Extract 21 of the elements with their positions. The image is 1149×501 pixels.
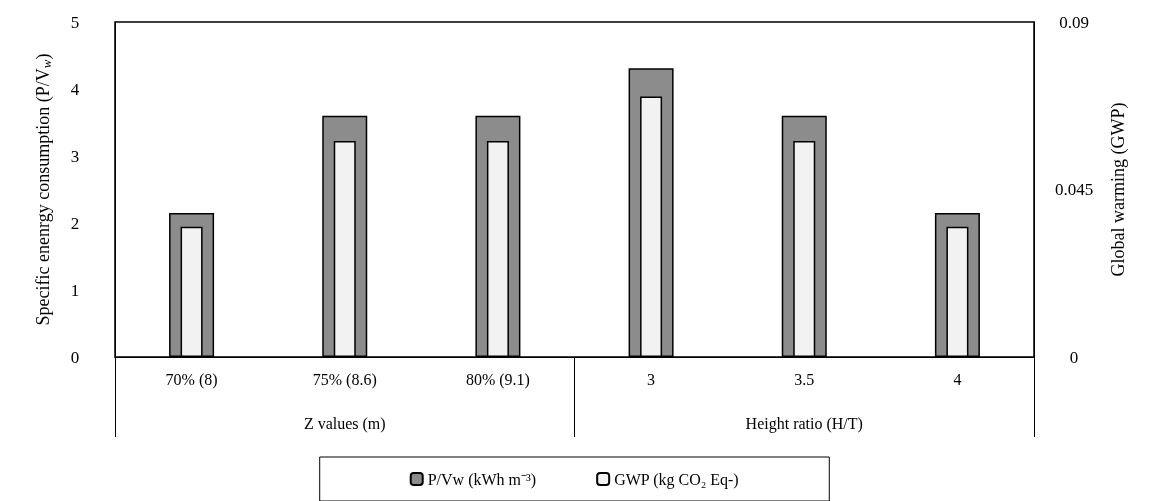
y2-axis-title: Global warming (GWP) [1108,102,1129,277]
legend-label: P/Vw (kWh m⁻³) [427,470,537,489]
y-axis-title: Specific enenrgy consumption (P/Vw) [32,53,54,326]
x-tick-label: 70% (8) [165,370,218,389]
y-tick-label: 2 [70,213,80,233]
x-tick-label: 75% (8.6) [312,370,377,389]
x-tick-label: 80% (9.1) [465,370,530,389]
y2-tick-label: 0.09 [1059,12,1089,32]
y-tick-label: 5 [70,12,80,32]
y2-tick-label: 0.045 [1054,180,1094,199]
y-tick-label: 4 [70,79,80,99]
y-tick-label: 3 [70,146,80,166]
text: Z values (m) [303,414,386,433]
y-tick-label: 1 [70,280,80,300]
text: Height ratio (H/T) [745,414,863,433]
legend-label: GWP (kg CO₂ Eq-) [614,470,739,489]
x-tick-label: 3 [647,370,656,388]
y2-tick-label: 0 [1069,347,1079,367]
x-tick-label: 4 [953,370,962,388]
y-tick-label: 0 [70,347,80,367]
x-tick-label: 3.5 [794,370,815,388]
